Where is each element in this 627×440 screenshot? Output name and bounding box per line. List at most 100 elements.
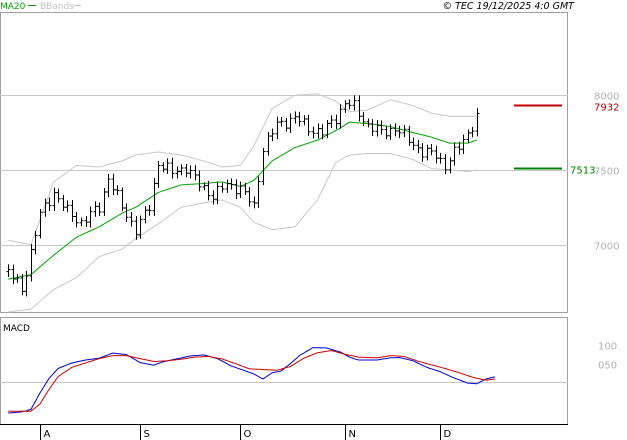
price-bar <box>65 200 70 213</box>
price-bar <box>156 161 161 188</box>
price-bar <box>247 187 252 207</box>
macd-panel-title: MACD <box>3 324 30 334</box>
price-bar <box>343 100 348 113</box>
signal-line <box>8 349 496 412</box>
bbands-band-line <box>8 153 477 313</box>
price-bar <box>284 117 289 132</box>
price-bar <box>102 188 107 216</box>
price-bar <box>129 211 134 227</box>
price-bar <box>193 165 198 181</box>
price-bar <box>416 139 421 154</box>
price-bar <box>79 217 84 226</box>
price-bar <box>375 119 380 137</box>
price-bar <box>293 111 298 124</box>
price-bar <box>466 129 471 144</box>
price-bar <box>43 198 48 217</box>
price-bar <box>202 182 207 191</box>
price-bar <box>38 208 43 239</box>
price-bar <box>120 187 125 212</box>
bbands-legend-label: BBands <box>40 2 74 12</box>
price-bar <box>197 170 202 192</box>
price-bar <box>206 180 211 201</box>
price-bar <box>366 118 371 128</box>
price-bar <box>238 181 243 199</box>
price-bar <box>188 165 193 179</box>
macd-line <box>8 347 496 414</box>
x-tick-label: A <box>44 429 51 440</box>
price-bar <box>429 144 434 156</box>
price-bar <box>211 190 216 205</box>
price-bar <box>388 124 393 141</box>
price-y-tick-label: 7500 <box>594 167 619 178</box>
price-bar <box>334 114 339 130</box>
x-tick-label: N <box>349 429 356 440</box>
price-bar <box>175 166 180 179</box>
price-bar <box>320 124 325 140</box>
price-bar <box>33 230 38 255</box>
axis-ticks: 7000 7500 8000 100 050 A S O N D <box>40 92 619 440</box>
macd-y-tick-label: 050 <box>598 361 617 372</box>
price-bar <box>97 202 102 216</box>
price-bar <box>352 95 357 111</box>
price-bar <box>470 126 475 138</box>
price-bar <box>106 173 111 198</box>
price-bar <box>52 187 57 211</box>
price-bar <box>461 134 466 155</box>
price-bar <box>147 205 152 216</box>
price-bar <box>316 123 321 139</box>
price-bar <box>243 182 248 196</box>
price-bar <box>152 178 157 216</box>
price-bar <box>215 181 220 205</box>
price-bar <box>266 131 271 156</box>
price-bar <box>397 125 402 139</box>
price-bar <box>311 126 316 139</box>
price-bar <box>434 145 439 164</box>
price-y-tick-label: 7000 <box>594 242 619 253</box>
price-bar <box>379 120 384 135</box>
price-levels: 7932 7513 <box>514 103 619 177</box>
price-bar <box>56 188 61 203</box>
price-bar <box>425 144 430 161</box>
price-bar <box>234 179 239 200</box>
price-bar <box>70 199 75 222</box>
macd-series <box>8 347 496 414</box>
price-bar <box>24 270 29 297</box>
price-y-tick-label: 8000 <box>594 92 619 103</box>
price-bar <box>393 123 398 137</box>
price-bar <box>448 157 453 174</box>
price-bar <box>475 108 480 137</box>
price-bar <box>411 137 416 151</box>
price-bar <box>184 163 189 178</box>
price-bar <box>357 95 362 122</box>
copyright-label: © TEC 19/12/2025 4:0 GMT <box>443 1 576 12</box>
price-bar <box>256 176 261 208</box>
price-bar <box>179 164 184 176</box>
price-bar <box>252 196 257 209</box>
price-bar <box>225 179 230 194</box>
price-bar <box>15 274 20 283</box>
price-bar <box>115 185 120 196</box>
ma20-series <box>8 121 477 280</box>
price-bar <box>170 157 175 179</box>
price-bar <box>420 142 425 162</box>
price-bar <box>47 197 52 211</box>
price-bar <box>452 142 457 166</box>
price-bar <box>275 116 280 140</box>
price-bar <box>384 125 389 140</box>
price-bar <box>457 141 462 155</box>
price-bar <box>124 203 129 222</box>
price-bar <box>93 201 98 217</box>
macd-y-tick-label: 100 <box>598 342 617 353</box>
price-bar <box>338 104 343 129</box>
price-bar <box>229 178 234 190</box>
x-tick-label: O <box>244 429 252 440</box>
support-level-label: 7513 <box>570 166 595 177</box>
bbands-band-line <box>8 93 477 246</box>
price-bar <box>407 125 412 146</box>
price-bar <box>29 244 34 282</box>
price-bar <box>165 158 170 174</box>
price-panel-frame <box>0 12 568 313</box>
price-ohlc-series <box>6 95 480 297</box>
price-bar <box>297 111 302 127</box>
